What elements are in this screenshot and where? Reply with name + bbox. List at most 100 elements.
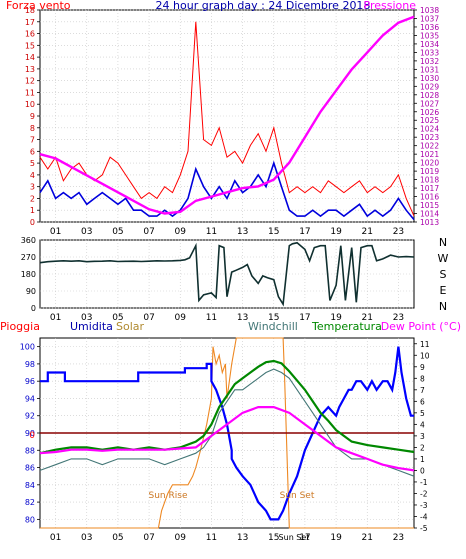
wind-tick-label: 2 [30,194,35,203]
sunset-tick-label: Sun Set [279,533,310,542]
pressure-tick-label: 1033 [420,48,439,57]
wind-hour-label: 05 [112,227,123,237]
pressure-tick-label: 1035 [420,31,439,40]
gust-line [39,21,415,217]
pressure-tick-label: 1032 [420,57,439,66]
wind-tick-label: 16 [25,30,35,39]
temp-tick-label: -3 [420,501,428,510]
humidity-tick-label: 92 [25,412,35,421]
wind-hour-label: 15 [268,227,279,237]
direction-tick-label: 90 [26,287,36,296]
wind-tick-label: 15 [25,41,35,50]
wind-hour-label: 13 [237,227,248,237]
temperature-ticks: -5 -4 -3 -2 -1 0 1 2 3 4 5 6 7 8 9 10 11 [414,340,430,533]
wind-tick-label: 7 [30,136,35,145]
temp-hour-label: 09 [175,533,187,543]
wind-hour-label: 01 [50,227,61,237]
legend-temperature: Temperatura [311,320,382,333]
direction-hour-label: 05 [112,313,123,323]
wind-panel-series [39,15,415,221]
pressure-tick-label: 1036 [420,23,439,32]
pressure-tick-label: 1025 [420,116,439,125]
direction-hour-label: 19 [330,313,342,323]
wind-hour-label: 17 [299,227,310,237]
dewpoint-line [39,406,415,472]
humidity-tick-label: 88 [25,446,35,455]
temp-hour-label: 11 [206,533,217,543]
humidity-tick-label: 94 [25,394,35,403]
compass-label: N [439,236,447,249]
wind-direction-line [39,241,415,307]
humidity-tick-label: 98 [25,360,35,369]
temp-tick-label: 2 [420,443,425,452]
wind-hour-label: 23 [393,227,404,237]
wind-hour-label: 03 [81,227,92,237]
pressure-tick-label: 1019 [420,167,439,176]
wind-panel-hour-ticks: 01 03 05 07 09 11 13 15 17 19 21 23 [50,227,404,237]
humidity-tick-label: 100 [20,343,35,352]
humidity-line [40,346,414,521]
wind-tick-label: 9 [30,112,35,121]
legend-rain: Pioggia [0,320,40,333]
direction-hour-label: 01 [50,313,61,323]
direction-tick-label: 270 [21,253,36,262]
wind-line [39,160,415,221]
temp-hour-label: 13 [237,533,248,543]
wind-tick-label: 17 [25,18,35,27]
temp-tick-label: 3 [420,432,425,441]
direction-tick-label: 0 [31,304,36,313]
compass-label: N [439,300,447,313]
solar-line [40,337,414,529]
temp-tick-label: 4 [420,420,425,429]
pressure-tick-label: 1014 [420,210,439,219]
direction-tick-label: 360 [21,236,36,245]
wind-tick-label: 4 [30,171,35,180]
sunrise-annotation: Sun Rise [149,491,188,501]
pressure-tick-label: 1028 [420,91,439,100]
temp-panel-series [39,337,415,529]
pressure-ticks: 1013101410151016101710181019102010211022… [414,6,439,227]
wind-tick-label: 13 [25,65,35,74]
temp-hour-label: 21 [362,533,373,543]
wind-hour-label: 09 [175,227,187,237]
temp-tick-label: -4 [420,512,428,521]
humidity-tick-label: 82 [25,498,35,507]
temp-hour-label: 01 [50,533,61,543]
legend-solar: Solar [116,320,145,333]
wind-hour-label: 07 [143,227,154,237]
temp-hour-label: 15 [268,533,279,543]
pressure-tick-label: 1038 [420,6,439,15]
temp-hour-label: 03 [81,533,92,543]
temp-tick-label: 8 [420,374,425,383]
wind-tick-label: 10 [25,100,35,109]
direction-hour-label: 03 [81,313,92,323]
legend-dewpoint: Dew Point (°C) [381,320,461,333]
pressure-line [39,15,415,215]
wind-tick-label: 0 [30,218,35,227]
direction-tick-label: 180 [21,270,36,279]
pressure-tick-label: 1017 [420,184,439,193]
humidity-tick-label: 84 [25,481,35,490]
temp-tick-label: -1 [420,478,428,487]
temp-tick-label: 0 [420,466,425,475]
humidity-ticks: 80 82 84 86 88 90 92 94 96 98 100 [20,343,40,524]
legend-windchill: Windchill [248,320,298,333]
temp-tick-label: 10 [420,351,430,360]
pressure-tick-label: 1024 [420,125,439,134]
temp-hour-label: 07 [143,533,154,543]
wind-tick-label: 5 [30,159,35,168]
pressure-tick-label: 1015 [420,201,439,210]
wind-tick-label: 14 [25,53,35,62]
temp-hour-label: 05 [112,533,123,543]
temp-tick-label: 11 [420,340,430,349]
wind-axis-label: Forza vento [6,0,71,12]
pressure-tick-label: 1027 [420,99,439,108]
direction-hour-label: 11 [206,313,217,323]
wind-hour-label: 11 [206,227,217,237]
temp-tick-label: 5 [420,409,425,418]
